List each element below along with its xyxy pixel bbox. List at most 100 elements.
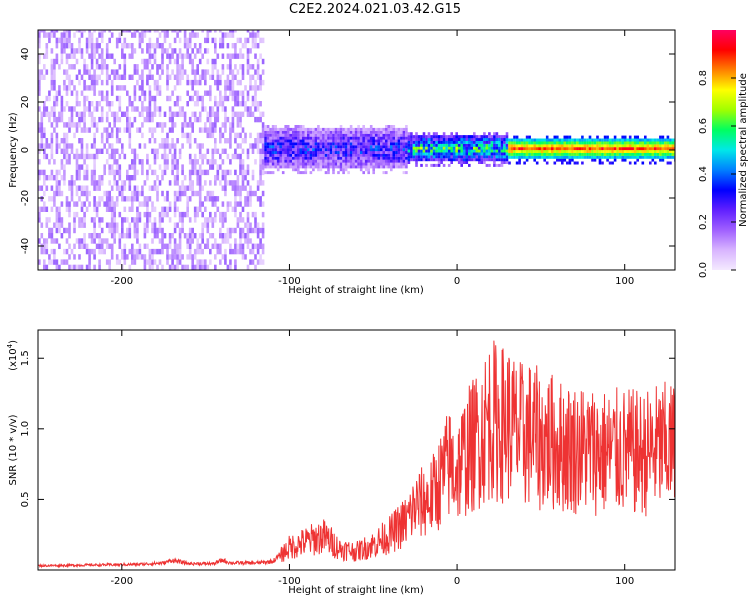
spectrogram-cell bbox=[181, 111, 184, 117]
spectrogram-cell bbox=[397, 162, 401, 166]
spectrogram-cell bbox=[93, 254, 96, 260]
spectrogram-cell bbox=[450, 135, 453, 139]
spectrogram-cell bbox=[571, 138, 574, 142]
spectrogram-cell bbox=[445, 135, 448, 139]
spectrogram-cell bbox=[402, 127, 406, 131]
spectrogram-cell bbox=[123, 85, 127, 91]
spectrogram-cell bbox=[239, 196, 242, 202]
spectrogram-cell bbox=[332, 148, 335, 152]
spectrogram-cell bbox=[93, 238, 96, 244]
spectrogram-cell bbox=[226, 264, 230, 270]
spectrogram-cell bbox=[603, 138, 607, 142]
spectrogram-cell bbox=[276, 139, 280, 143]
spectrogram-cell bbox=[633, 144, 637, 148]
spectrogram-cell bbox=[198, 201, 202, 207]
spectrogram-cell bbox=[299, 130, 303, 134]
spectrogram-cell bbox=[236, 90, 240, 96]
spectrogram-cell bbox=[276, 168, 280, 172]
spectrogram-cell bbox=[503, 143, 506, 147]
spectrogram-cell bbox=[488, 149, 491, 153]
spectrogram-cell bbox=[100, 30, 104, 33]
spectrogram-cell bbox=[219, 211, 222, 218]
spectrogram-cell bbox=[60, 43, 64, 49]
spectrogram-cell bbox=[176, 196, 179, 202]
spectrogram-cell bbox=[166, 190, 169, 197]
spectrogram-cell bbox=[214, 143, 217, 149]
spectrogram-cell bbox=[241, 138, 245, 144]
spectrogram-cell bbox=[224, 259, 227, 265]
spectrogram-cell bbox=[480, 143, 484, 147]
spectrogram-cell bbox=[292, 165, 295, 169]
spectrogram-cell bbox=[55, 148, 59, 154]
spectrogram-cell bbox=[254, 222, 257, 228]
spectrogram-cell bbox=[148, 254, 152, 260]
spectrogram-cell bbox=[68, 106, 71, 112]
spectrogram-cell bbox=[73, 132, 76, 139]
spectrogram-cell bbox=[558, 141, 562, 145]
spectrogram-cell bbox=[654, 141, 657, 145]
spectrogram-cell bbox=[332, 142, 335, 146]
snr-y-label: SNR (10 * v/v) bbox=[8, 414, 19, 485]
spectrogram-cell bbox=[90, 233, 94, 239]
spectrogram-cell bbox=[256, 180, 260, 186]
spectrogram-cell bbox=[377, 142, 381, 146]
spectrogram-cell bbox=[249, 222, 252, 228]
spectrogram-cell bbox=[219, 217, 222, 223]
spectrogram-cell bbox=[38, 259, 41, 265]
spectrogram-cell bbox=[183, 132, 187, 139]
spectrogram-cell bbox=[224, 95, 227, 102]
spectrogram-cell bbox=[151, 238, 154, 244]
spectrogram-cell bbox=[382, 153, 386, 157]
spectrogram-cell bbox=[43, 148, 46, 154]
spectrogram-cell bbox=[392, 136, 396, 140]
spectrogram-cell bbox=[148, 101, 152, 107]
spectrogram-cell bbox=[78, 264, 81, 270]
spectrogram-cell bbox=[176, 254, 179, 260]
spectrogram-cell bbox=[284, 165, 287, 169]
spectrogram-cell bbox=[105, 74, 109, 80]
spectrogram-cell bbox=[143, 106, 147, 112]
spectrogram-cell bbox=[236, 143, 240, 149]
spectrogram-cell bbox=[80, 48, 84, 54]
spectrogram-cell bbox=[60, 159, 64, 165]
spectrogram-cell bbox=[588, 144, 592, 148]
spectrogram-cell bbox=[229, 90, 232, 96]
spectrogram-cell bbox=[528, 147, 531, 151]
spectrogram-cell bbox=[452, 143, 456, 147]
spectrogram-cell bbox=[299, 142, 303, 146]
spectrogram-cell bbox=[535, 161, 539, 165]
spectrogram-cell bbox=[38, 106, 41, 112]
spectrogram-cell bbox=[43, 238, 46, 244]
spectrogram-cell bbox=[468, 143, 471, 147]
spectrogram-cell bbox=[214, 64, 217, 70]
spectrogram-cell bbox=[621, 135, 624, 139]
spectrogram-cell bbox=[420, 163, 423, 167]
spectrogram-cell bbox=[88, 111, 91, 117]
spectrogram-cell bbox=[168, 180, 172, 186]
spectrogram-cell bbox=[183, 175, 187, 181]
spectrogram-cell bbox=[488, 143, 491, 147]
spectrogram-cell bbox=[558, 155, 562, 159]
spectrogram-cell bbox=[412, 146, 416, 150]
spectrogram-cell bbox=[156, 153, 159, 160]
spectrogram-cell bbox=[332, 130, 335, 134]
spectrogram-cell bbox=[649, 141, 652, 145]
spectrogram-cell bbox=[95, 101, 99, 107]
spectrogram-cell bbox=[55, 175, 59, 181]
spectrogram-cell bbox=[191, 159, 194, 165]
spectrogram-cell bbox=[623, 144, 627, 148]
spectrogram-cell bbox=[261, 222, 265, 228]
spectrogram-cell bbox=[480, 138, 484, 141]
spectrogram-cell bbox=[322, 159, 325, 163]
spectrogram-cell bbox=[608, 147, 612, 151]
spectrogram-cell bbox=[198, 185, 202, 191]
spectrogram-cell bbox=[48, 196, 51, 202]
spectrogram-cell bbox=[455, 158, 458, 162]
spectrogram-cell bbox=[271, 136, 275, 140]
spectrogram-cell bbox=[241, 243, 245, 249]
spectrogram-cell bbox=[628, 152, 632, 156]
spectrogram-cell bbox=[314, 139, 318, 143]
spectrogram-cell bbox=[254, 159, 257, 165]
page-title: C2E2.2024.021.03.42.G15 bbox=[288, 2, 462, 17]
spectrogram-cell bbox=[639, 152, 642, 156]
